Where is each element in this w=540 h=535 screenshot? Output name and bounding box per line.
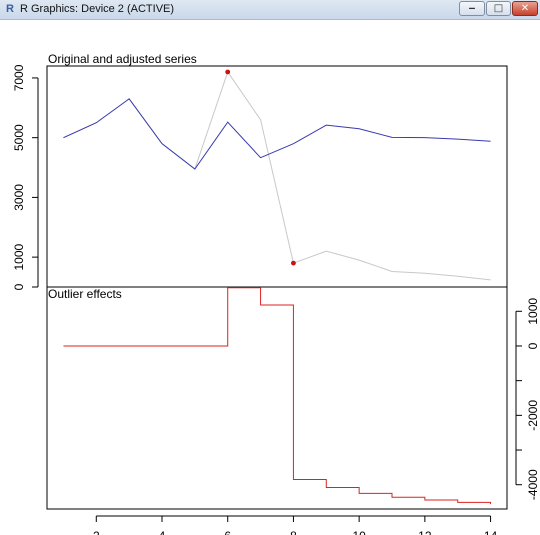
y-tick-label--2000: -2000 bbox=[526, 400, 540, 431]
top-panel: Original and adjusted series 0 1000 3000 500… bbox=[12, 52, 508, 290]
close-button[interactable]: ✕ bbox=[512, 1, 538, 16]
y-tick-label-0: 0 bbox=[12, 283, 26, 290]
x-tick-label-14: 14 bbox=[484, 529, 498, 535]
x-tick-label-12: 12 bbox=[418, 529, 432, 535]
outlier-point-6 bbox=[225, 69, 231, 75]
maximize-button[interactable]: □ bbox=[486, 1, 511, 16]
title-bar[interactable]: R R Graphics: Device 2 (ACTIVE) ‒ □ ✕ bbox=[0, 0, 540, 20]
minimize-button[interactable]: ‒ bbox=[459, 1, 485, 16]
panel-title-1: Original and adjusted series bbox=[48, 52, 197, 66]
series-line-1-1 bbox=[63, 70, 491, 281]
bottom-panel: Outlier effects -4000 -2000 0 1000 2 4 6 8 10 12 14 bbox=[46, 286, 540, 535]
plot-frame-2 bbox=[46, 286, 508, 510]
x-tick-label-6: 6 bbox=[224, 529, 231, 535]
x-tick-label-2: 2 bbox=[93, 529, 100, 535]
plot-frame-1 bbox=[46, 65, 508, 288]
y-tick-label-1000: 1000 bbox=[526, 298, 540, 325]
y-tick-label-3000: 3000 bbox=[12, 184, 26, 211]
series-line-1-2 bbox=[63, 98, 491, 170]
x-tick-label-10: 10 bbox=[352, 529, 366, 535]
y-tick-label--4000: -4000 bbox=[526, 469, 540, 500]
series-line-2-1 bbox=[63, 287, 492, 505]
y-tick-label-0: 0 bbox=[526, 342, 540, 349]
window-title: R Graphics: Device 2 (ACTIVE) bbox=[20, 3, 175, 15]
y-tick-label-1000: 1000 bbox=[12, 243, 26, 270]
x-tick-label-4: 4 bbox=[159, 529, 166, 535]
r-app-icon: R bbox=[6, 3, 14, 15]
chart-canvas: Original and adjusted series 0 1000 3000 500… bbox=[12, 52, 540, 535]
y-tick-label-7000: 7000 bbox=[12, 64, 26, 91]
y-tick-label-5000: 5000 bbox=[12, 124, 26, 151]
x-tick-label-8: 8 bbox=[290, 529, 297, 535]
panel-title-2: Outlier effects bbox=[48, 287, 122, 301]
outlier-point-8 bbox=[291, 260, 296, 266]
